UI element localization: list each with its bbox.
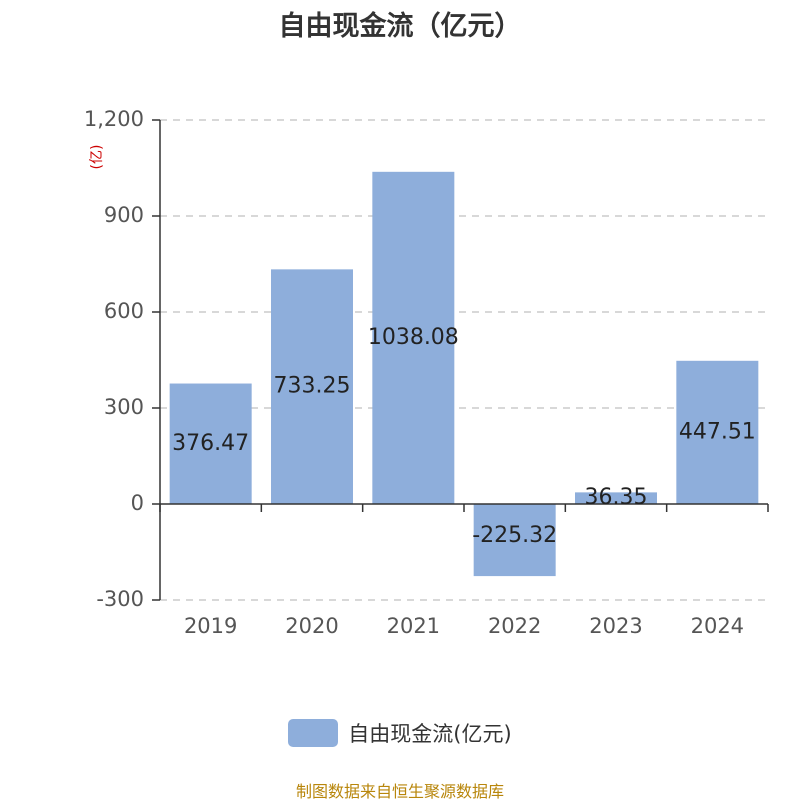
legend-label: 自由现金流(亿元) [348,722,512,746]
data-label: 447.51 [679,419,756,444]
axes: 1,200 900 600 300 0 -300 2019 2020 2021 2022 2023 2… [84,107,769,638]
bars [169,171,759,577]
x-tick-label: 2022 [488,614,541,638]
y-tick-label: 900 [104,203,144,227]
x-tick-label: 2020 [285,614,338,638]
bar-2024[interactable] [676,360,759,504]
bar-2020[interactable] [271,269,353,504]
bar-2019[interactable] [169,383,252,504]
y-tick-label: 1,200 [84,107,144,131]
y-tick-label: -300 [96,587,144,611]
data-label: 36.35 [585,485,648,510]
data-labels: 376.47 733.25 1038.08 -225.32 36.35 447.51 [172,325,756,548]
legend-swatch [288,719,339,747]
x-tick-label: 2021 [387,614,440,638]
data-label: -225.32 [472,523,557,548]
legend[interactable]: 自由现金流(亿元) [0,718,800,748]
grid-lines [160,119,768,601]
bar-2022[interactable] [473,504,556,577]
x-tick-label: 2019 [184,614,237,638]
bar-2023[interactable] [575,492,657,504]
data-label: 1038.08 [368,325,459,350]
bar-2021[interactable] [372,171,455,505]
y-tick-label: 300 [104,395,144,419]
y-axis-unit-label: (亿) [89,145,105,170]
x-tick-label: 2024 [691,614,744,638]
x-tick-label: 2023 [589,614,642,638]
data-label: 376.47 [172,431,249,456]
y-tick-label: 0 [131,491,144,515]
source-note: 制图数据来自恒生聚源数据库 [295,782,504,801]
y-tick-label: 600 [104,299,144,323]
chart-title: 自由现金流（亿元） [278,11,522,42]
data-label: 733.25 [274,374,351,399]
